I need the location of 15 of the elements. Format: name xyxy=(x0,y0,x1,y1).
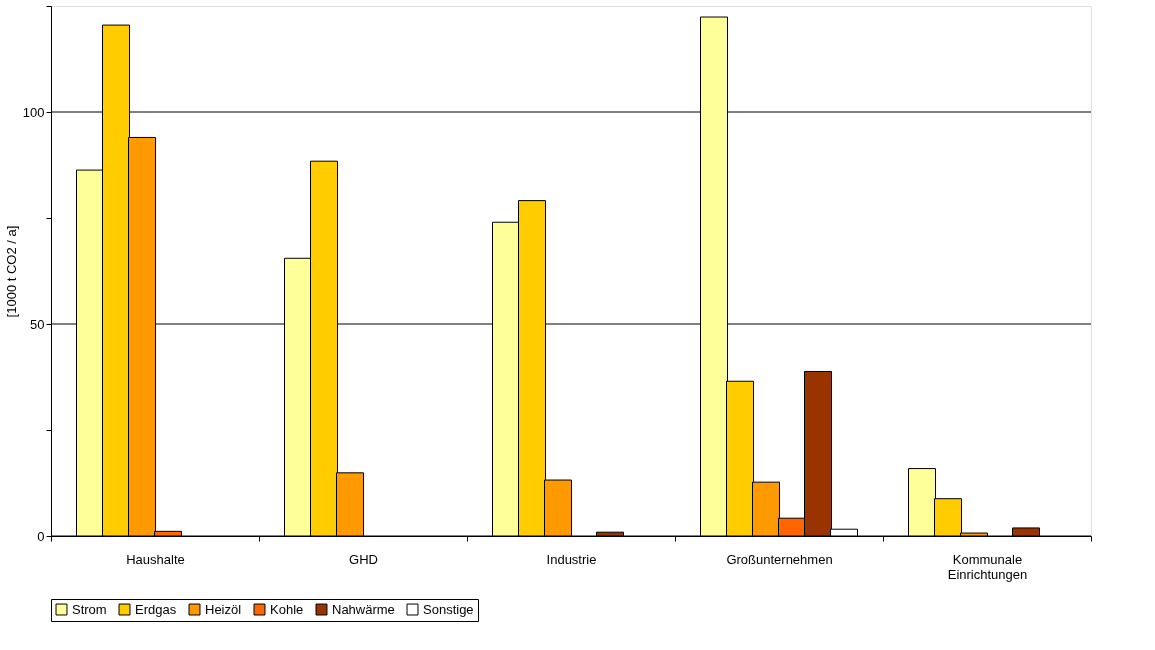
y-tick-label: 0 xyxy=(37,528,45,544)
legend-label: Erdgas xyxy=(135,601,177,617)
y-axis-title: [1000 t CO2 / a] xyxy=(3,225,19,318)
x-tick-label: Industrie xyxy=(546,551,597,567)
x-tick-label: Haushalte xyxy=(126,551,185,567)
x-tick-label: GHD xyxy=(349,551,378,567)
y-tick-label: 100 xyxy=(22,104,45,120)
y-tick-label: 50 xyxy=(30,316,45,332)
legend-label: Kohle xyxy=(270,601,304,617)
legend-label: Nahwärme xyxy=(332,601,395,617)
legend-label: Sonstige xyxy=(423,601,474,617)
x-tick-label: Großunternehmen xyxy=(726,551,833,567)
legend-label: Strom xyxy=(72,601,107,617)
x-tick-label: Kommunale Einrichtungen xyxy=(947,551,1028,582)
legend-label: Heizöl xyxy=(205,601,242,617)
